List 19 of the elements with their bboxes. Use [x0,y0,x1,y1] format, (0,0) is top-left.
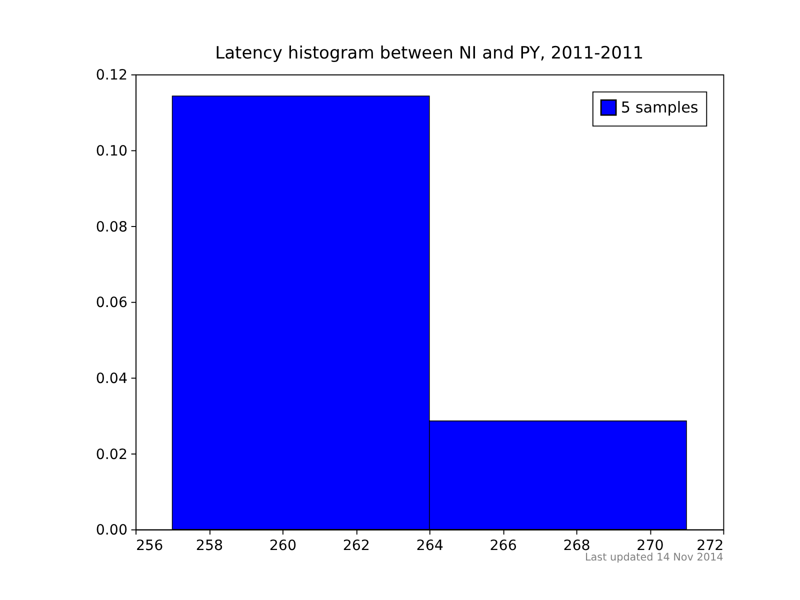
y-tick-label: 0.06 [96,295,128,312]
x-tick-label: 266 [490,538,517,554]
text: Last updated 14 Nov 2014 [585,552,724,564]
y-tick-label: 0.12 [96,68,128,84]
x-tick-label: 270 [636,538,664,554]
y-tick-label: 0.04 [96,370,128,387]
x-tick-label: 264 [416,538,444,554]
x-tick-label: 258 [196,538,224,554]
y-tick-label: 0.10 [96,143,128,160]
y-tick-label: 0.08 [96,219,128,236]
x-tick-label: 260 [269,538,296,554]
x-tick-label: 268 [563,538,590,554]
y-tick-label: 0.00 [96,522,128,539]
y-tick-label: 0.02 [96,446,128,463]
chart-title: Latency histogram between NI and PY, 2011-2011 [215,43,644,64]
x-tick-label: 256 [136,538,164,554]
legend-label: 5 samples [620,98,698,116]
x-tick-label: 272 [696,538,724,554]
x-tick-label: 262 [342,538,370,554]
